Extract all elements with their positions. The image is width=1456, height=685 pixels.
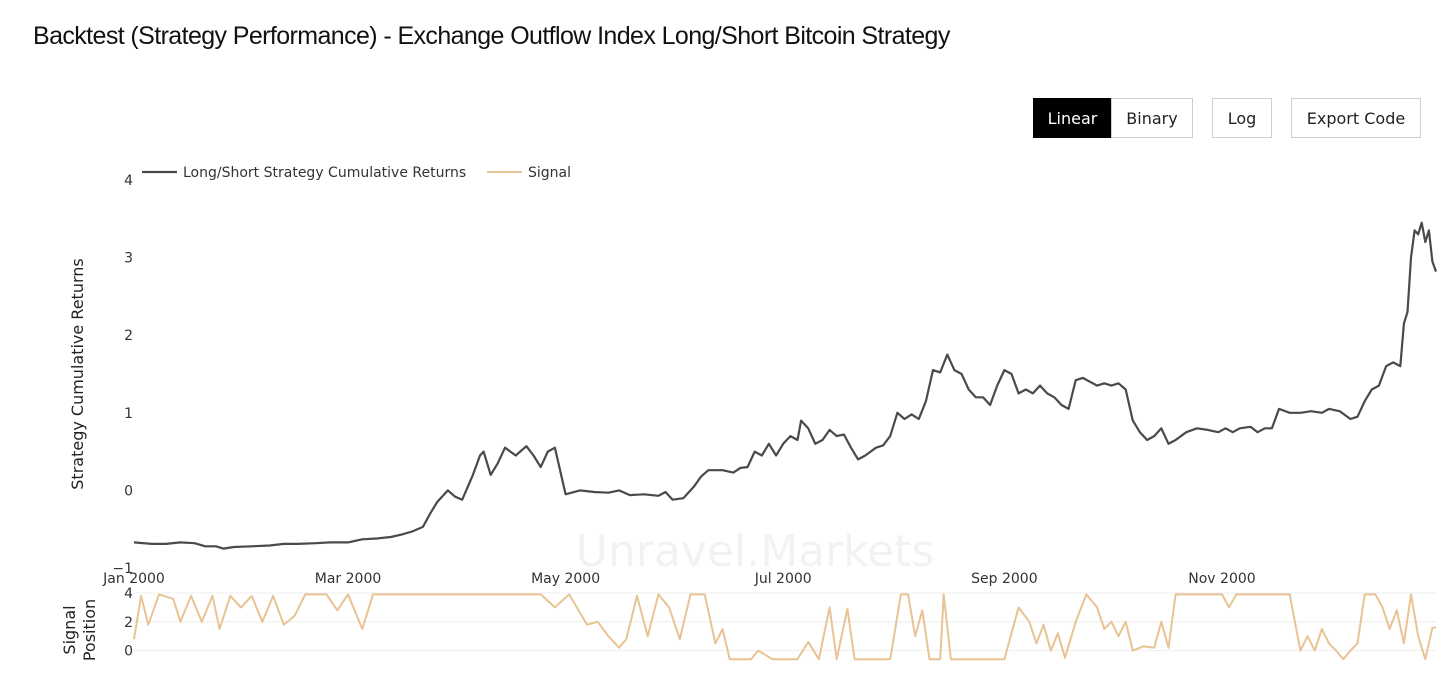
x-tick-label: Jan 2000 [102,571,165,587]
y-tick-label: 0 [124,483,133,499]
signal-y-tick-label: 4 [124,586,133,602]
y-tick-label: 2 [124,328,133,344]
legend: Long/Short Strategy Cumulative Returns Si… [142,165,571,181]
signal-plot: 0 2 4 Signal Position [60,586,1436,661]
page-title: Backtest (Strategy Performance) - Exchan… [33,22,950,50]
x-tick-label: May 2000 [531,571,600,587]
x-tick-label: Sep 2000 [971,571,1037,587]
x-tick-label: Jul 2000 [754,571,812,587]
linear-scale-button[interactable]: Linear [1033,98,1112,138]
signal-axis-label: Signal [60,605,79,654]
legend-label-signal: Signal [528,165,571,181]
y-axis-label: Strategy Cumulative Returns [68,258,87,489]
returns-plot: −1 0 1 2 3 4 Strategy Cumulative Returns Jan 20… [68,173,1438,587]
signal-y-tick-label: 0 [124,644,133,660]
binary-scale-button[interactable]: Binary [1111,98,1193,138]
x-tick-label: Mar 2000 [315,571,382,587]
signal-line [133,593,1436,661]
y-tick-label: 1 [124,406,133,422]
returns-line [133,221,1438,550]
x-tick-label: Nov 2000 [1188,571,1255,587]
y-tick-label: 3 [124,251,133,267]
signal-y-tick-label: 2 [124,615,133,631]
y-tick-label: −1 [112,561,133,577]
signal-axis-label: Position [80,599,99,661]
export-code-button[interactable]: Export Code [1291,98,1421,138]
log-scale-button[interactable]: Log [1212,98,1272,138]
legend-label-returns: Long/Short Strategy Cumulative Returns [183,165,466,181]
watermark: Unravel.Markets [576,526,935,577]
y-tick-label: 4 [124,173,133,189]
